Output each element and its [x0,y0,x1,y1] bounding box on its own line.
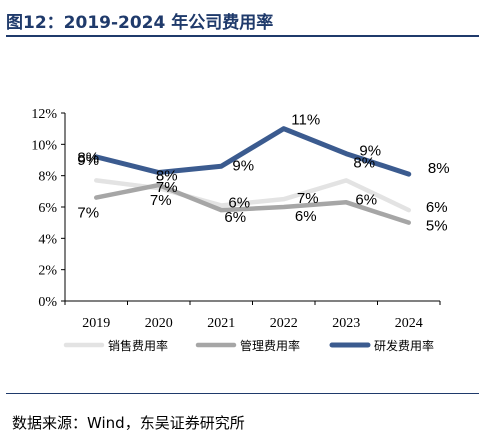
series-line-3 [93,126,412,177]
legend: 销售费用率 管理费用率 研发费用率 [63,338,434,353]
legend-label: 销售费用率 [108,338,168,353]
data-label: 6% [224,209,246,226]
data-label: 8% [353,154,375,171]
y-tick-label: 8% [38,170,57,185]
y-tick-label: 10% [31,138,57,153]
footer-rule [6,393,479,394]
data-label: 8% [156,168,178,185]
y-tick-label: 12% [31,107,57,122]
figure-title: 图12：2019-2024 年公司费用率 [6,13,274,33]
data-label: 7% [150,192,172,209]
x-tick-label: 2019 [82,316,110,331]
data-label: 8% [77,149,99,166]
series-line-2 [94,182,411,225]
data-labels: 8%7%6% 7%8%6%7%7%6% 6%6%5%9%8%9%11%9%8% [77,112,449,235]
x-tick-label: 2022 [270,316,298,331]
data-label: 7% [77,205,99,222]
x-tick-label: 2020 [145,316,173,331]
legend-label: 管理费用率 [240,338,300,353]
data-label: 9% [232,157,254,174]
data-label: 9% [77,152,99,169]
data-label: 11% [291,112,320,129]
data-label: 6% [355,191,377,208]
x-tick-label: 2021 [207,316,235,331]
y-tick-label: 2% [38,264,57,279]
data-label: 6% [228,194,250,211]
source-note: 数据来源：Wind，东吴证券研究所 [12,414,245,432]
series-lines [93,126,412,225]
data-label: 7% [156,179,178,196]
data-label: 8% [428,160,450,177]
y-tick-label: 6% [38,201,57,216]
data-label: 5% [426,218,448,235]
data-label: 9% [359,143,381,160]
x-tick-label: 2024 [395,316,423,331]
data-label: 6% [426,199,448,216]
title-rule [6,35,479,37]
x-tick-label: 2023 [332,316,360,331]
data-label: 7% [297,190,319,207]
y-tick-label: 0% [38,295,57,310]
line-chart: 0% 2% 4% 6% 8% 10% 12% 2019 2020 2021 2022 2023 2024… [31,107,449,353]
legend-label: 研发费用率 [374,338,434,353]
y-tick-label: 4% [38,232,57,247]
axes: 0% 2% 4% 6% 8% 10% 12% 2019 2020 2021 2022 2023 2024 [31,107,441,331]
data-label: 6% [295,208,317,225]
